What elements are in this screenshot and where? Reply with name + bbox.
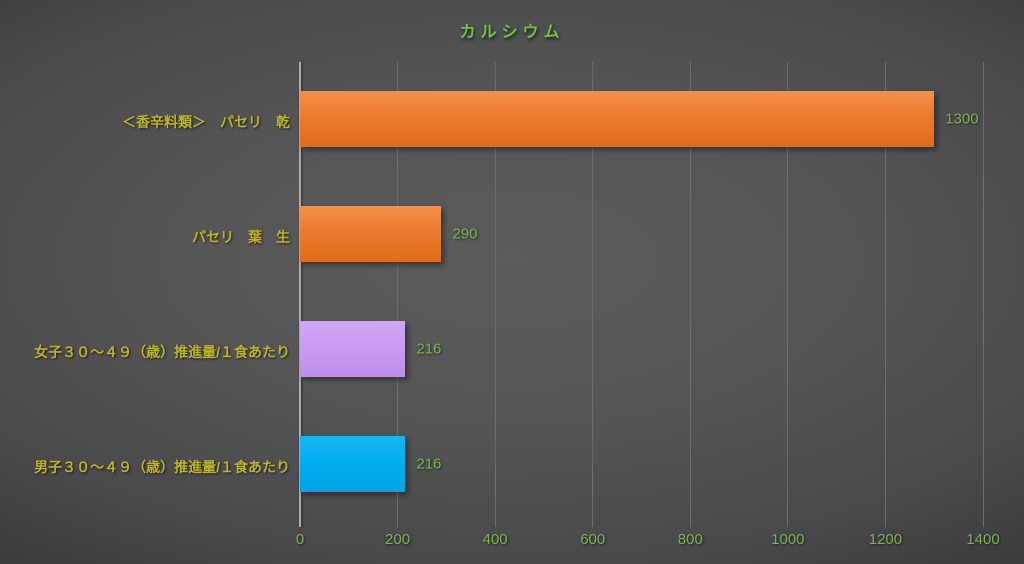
chart-title: カルシウム (459, 24, 565, 41)
bar-row-3: 216 (300, 406, 983, 521)
gridline-400 (494, 62, 496, 527)
gridline-800 (689, 62, 691, 527)
gridline-1400 (982, 62, 984, 527)
gridline-600 (592, 62, 594, 527)
x-tick-label-0: 0 (295, 531, 305, 548)
gridline-200 (397, 62, 399, 527)
x-tick-label-600: 600 (580, 531, 606, 548)
y-axis-line (299, 62, 301, 527)
bar-3 (300, 435, 406, 492)
category-label-0: ＜香辛料類＞ パセリ 乾 (122, 114, 290, 131)
x-tick-label-800: 800 (677, 531, 703, 548)
category-label-2: 女子３０～４９（歳）推進量/１食あたり (34, 343, 290, 360)
x-tick-label-400: 400 (482, 531, 508, 548)
plot-area: 1300 290 216 216 (299, 62, 984, 527)
x-tick-label-1400: 1400 (966, 531, 1000, 548)
value-label-2: 216 (416, 340, 442, 358)
bar-row-2: 216 (300, 292, 983, 407)
gridline-1000 (787, 62, 789, 527)
category-label-1: パセリ 葉 生 (192, 229, 290, 246)
value-label-3: 216 (416, 455, 442, 473)
bar-row-1: 290 (300, 177, 983, 292)
gridline-1200 (884, 62, 886, 527)
x-tick-label-200: 200 (385, 531, 411, 548)
bar-2 (300, 320, 406, 377)
bar-0 (300, 91, 935, 148)
x-tick-label-1200: 1200 (868, 531, 903, 548)
value-label-0: 1300 (945, 110, 979, 128)
x-tick-label-1000: 1000 (771, 531, 805, 548)
bar-1 (300, 206, 442, 263)
category-label-3: 男子３０～４９（歳）推進量/１食あたり (34, 458, 290, 475)
bar-row-0: 1300 (300, 62, 983, 177)
value-label-1: 290 (452, 225, 478, 243)
